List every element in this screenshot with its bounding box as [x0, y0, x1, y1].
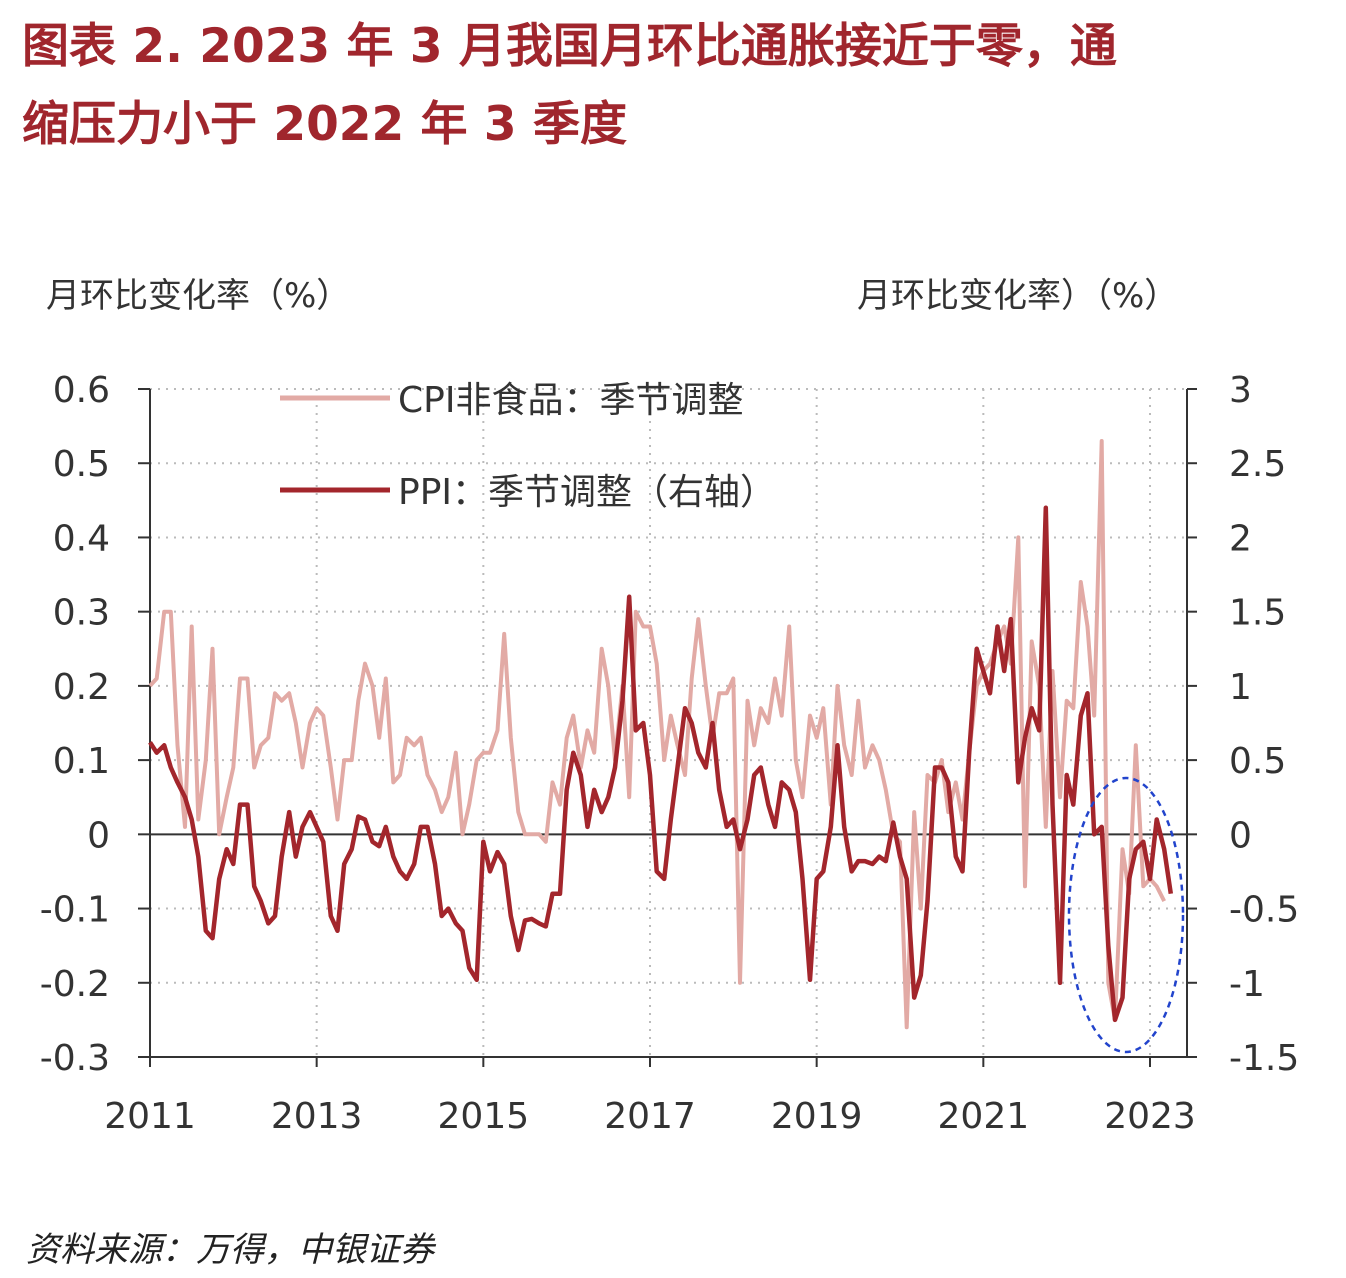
right-tick-label: -1.5: [1229, 1038, 1299, 1079]
right-tick-label: 0.5: [1229, 741, 1286, 782]
left-tick-label: -0.1: [40, 890, 110, 931]
right-tick-label: 1.5: [1229, 593, 1286, 634]
x-tick-label: 2013: [271, 1096, 363, 1137]
series-cpi-line: [148, 439, 1166, 1030]
tick-labels: 0.6 0.5 0.4 0.3 0.2 0.1 0 -0.1 -0.2 -0.3 3 2.5 2 1.5 1…: [40, 370, 1300, 1137]
legend: CPI非食品：季节调整 PPI：季节调整（右轴）: [280, 380, 776, 513]
x-tick-label: 2023: [1104, 1096, 1196, 1137]
x-tick-label: 2011: [104, 1096, 196, 1137]
left-tick-label: -0.2: [40, 964, 110, 1005]
left-tick-label: 0.5: [53, 444, 110, 485]
left-tick-label: 0: [87, 815, 110, 856]
series-lines: [148, 439, 1174, 1030]
right-axis-label: 月环比变化率）（%）: [857, 276, 1178, 316]
highlight-ellipse: [1067, 776, 1185, 1054]
series-ppi-line: [148, 505, 1174, 1023]
right-tick-label: -1: [1229, 964, 1265, 1005]
chart-area: 0.6 0.5 0.4 0.3 0.2 0.1 0 -0.1 -0.2 -0.3 3 2.5 2 1.5 1…: [40, 276, 1300, 1137]
annotations: [1067, 776, 1185, 1054]
chart-title: 图表 2. 2023 年 3 月我国月环比通胀接近于零，通 缩压力小于 2022…: [22, 8, 1332, 164]
right-tick-label: 0: [1229, 815, 1252, 856]
x-tick-label: 2019: [771, 1096, 863, 1137]
left-tick-label: 0.3: [53, 593, 110, 634]
x-tick-label: 2015: [438, 1096, 530, 1137]
left-tick-label: 0.4: [53, 518, 110, 559]
right-tick-label: 2: [1229, 518, 1252, 559]
right-tick-label: 3: [1229, 370, 1252, 411]
right-tick-label: 2.5: [1229, 444, 1286, 485]
left-tick-label: -0.3: [40, 1038, 110, 1079]
x-tick-label: 2017: [604, 1096, 696, 1137]
source-note: 资料来源：万得，中银证券: [26, 1230, 434, 1270]
title-line-2: 缩压力小于 2022 年 3 季度: [22, 97, 627, 152]
left-axis-label: 月环比变化率（%）: [46, 276, 350, 316]
right-tick-label: 1: [1229, 667, 1252, 708]
left-tick-label: 0.1: [53, 741, 110, 782]
left-tick-label: 0.6: [53, 370, 110, 411]
x-tick-label: 2021: [938, 1096, 1030, 1137]
legend-label-ppi: PPI：季节调整（右轴）: [398, 472, 776, 513]
title-line-1: 图表 2. 2023 年 3 月我国月环比通胀接近于零，通: [22, 19, 1117, 74]
legend-label-cpi: CPI非食品：季节调整: [398, 380, 743, 421]
left-tick-label: 0.2: [53, 667, 110, 708]
right-tick-label: -0.5: [1229, 890, 1299, 931]
